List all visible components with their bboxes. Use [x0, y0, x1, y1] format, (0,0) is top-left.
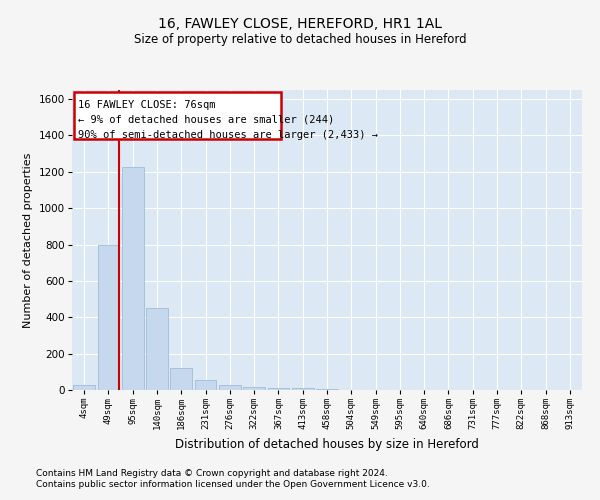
Bar	[97, 244, 119, 390]
Text: 16 FAWLEY CLOSE: 76sqm: 16 FAWLEY CLOSE: 76sqm	[78, 100, 215, 110]
Bar	[292, 388, 314, 390]
Text: Contains public sector information licensed under the Open Government Licence v3: Contains public sector information licen…	[36, 480, 430, 489]
Y-axis label: Number of detached properties: Number of detached properties	[23, 152, 33, 328]
Bar	[243, 388, 265, 390]
Text: ← 9% of detached houses are smaller (244): ← 9% of detached houses are smaller (244…	[78, 115, 334, 125]
Bar	[268, 388, 289, 390]
X-axis label: Distribution of detached houses by size in Hereford: Distribution of detached houses by size …	[175, 438, 479, 450]
Bar	[146, 308, 168, 390]
Bar	[122, 168, 143, 390]
Text: 16, FAWLEY CLOSE, HEREFORD, HR1 1AL: 16, FAWLEY CLOSE, HEREFORD, HR1 1AL	[158, 18, 442, 32]
Bar	[73, 386, 95, 390]
Text: Size of property relative to detached houses in Hereford: Size of property relative to detached ho…	[134, 32, 466, 46]
FancyBboxPatch shape	[74, 92, 281, 139]
Bar	[170, 368, 192, 390]
Bar	[194, 380, 217, 390]
Text: Contains HM Land Registry data © Crown copyright and database right 2024.: Contains HM Land Registry data © Crown c…	[36, 468, 388, 477]
Bar	[219, 386, 241, 390]
Bar	[316, 389, 338, 390]
Text: 90% of semi-detached houses are larger (2,433) →: 90% of semi-detached houses are larger (…	[78, 130, 378, 140]
